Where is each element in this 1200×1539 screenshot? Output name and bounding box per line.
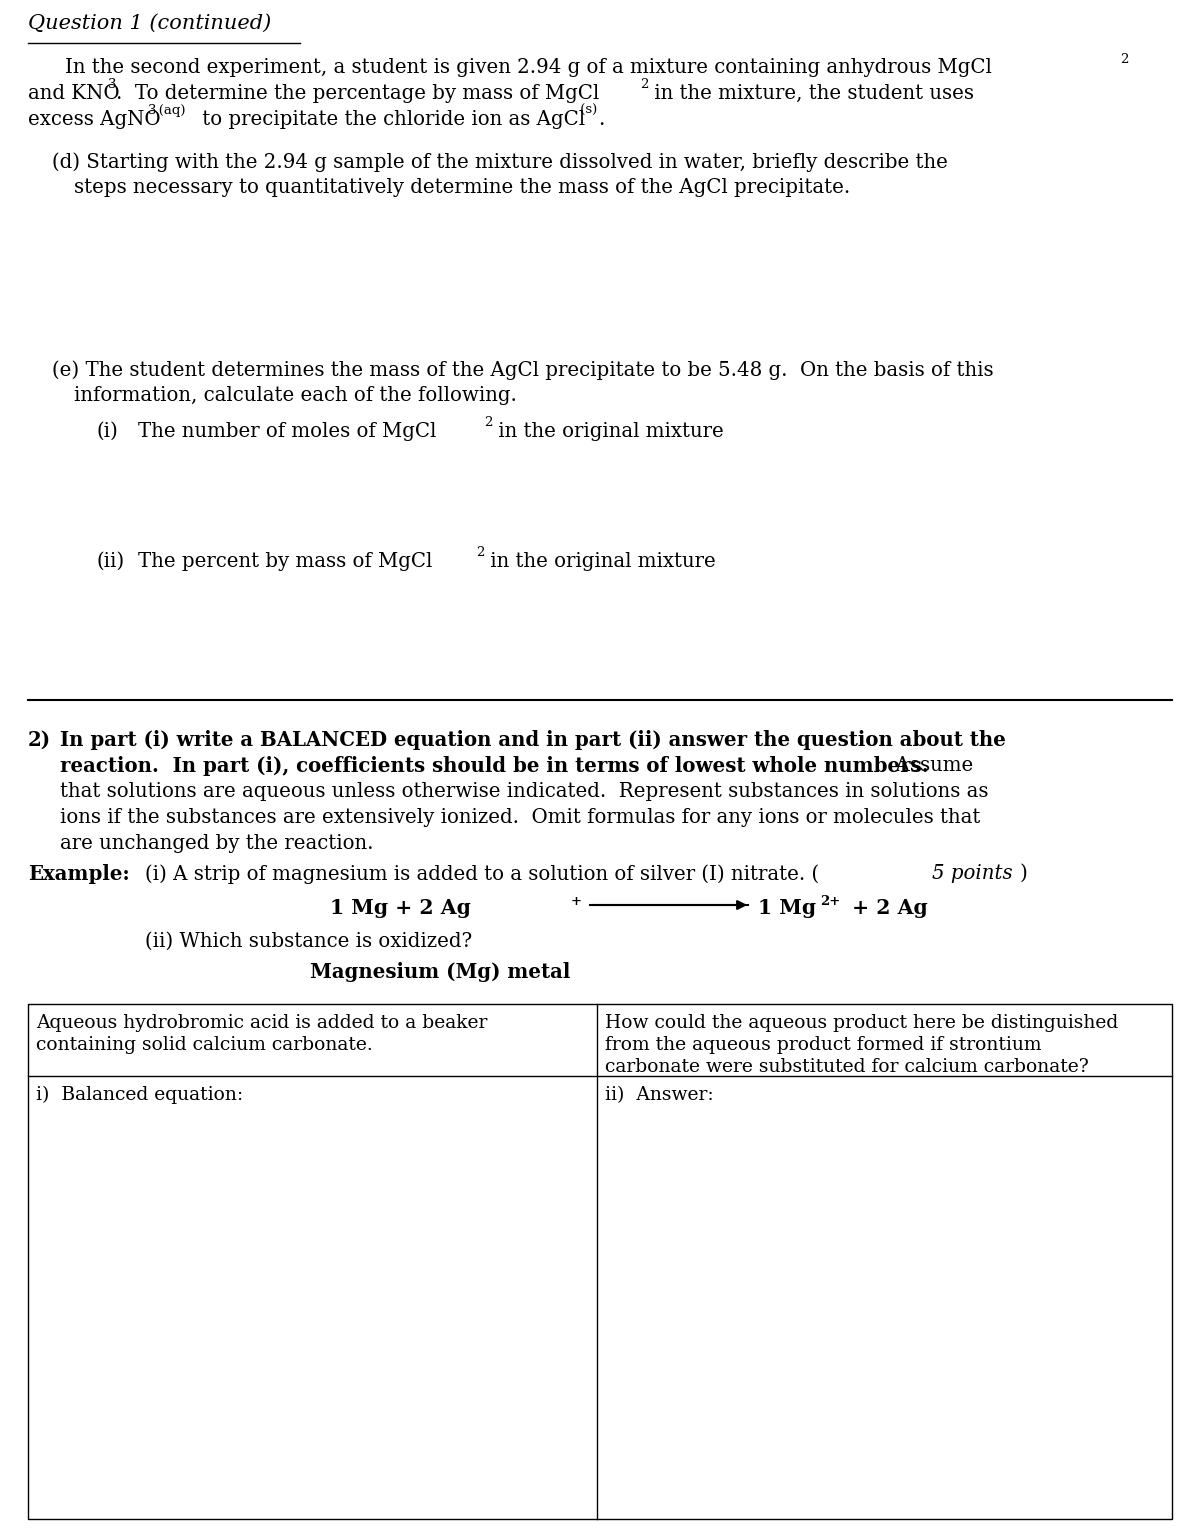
Text: steps necessary to quantitatively determine the mass of the AgCl precipitate.: steps necessary to quantitatively determ… xyxy=(74,179,851,197)
Text: (i): (i) xyxy=(96,422,118,442)
Text: 2+: 2+ xyxy=(820,896,840,908)
Text: (ii) Which substance is oxidized?: (ii) Which substance is oxidized? xyxy=(145,933,472,951)
Text: (s): (s) xyxy=(578,105,598,117)
Text: (ii): (ii) xyxy=(96,553,125,571)
Text: (e) The student determines the mass of the AgCl precipitate to be 5.48 g.  On th: (e) The student determines the mass of t… xyxy=(52,360,994,380)
Text: 2): 2) xyxy=(28,729,52,749)
Text: excess AgNO: excess AgNO xyxy=(28,109,161,129)
Text: from the aqueous product formed if strontium: from the aqueous product formed if stron… xyxy=(605,1036,1042,1054)
Text: 2: 2 xyxy=(640,78,648,91)
Text: Magnesium (Mg) metal: Magnesium (Mg) metal xyxy=(310,962,570,982)
FancyBboxPatch shape xyxy=(28,1003,1172,1519)
Text: in the original mixture: in the original mixture xyxy=(492,422,724,442)
Text: Assume: Assume xyxy=(883,756,973,776)
Text: In the second experiment, a student is given 2.94 g of a mixture containing anhy: In the second experiment, a student is g… xyxy=(65,58,992,77)
Text: 1 Mg: 1 Mg xyxy=(758,897,816,917)
Text: containing solid calcium carbonate.: containing solid calcium carbonate. xyxy=(36,1036,373,1054)
Text: Example:: Example: xyxy=(28,863,130,883)
Text: that solutions are aqueous unless otherwise indicated.  Represent substances in : that solutions are aqueous unless otherw… xyxy=(60,782,989,800)
Text: 2: 2 xyxy=(1120,52,1128,66)
Text: reaction.  In part (i), coefficients should be in terms of lowest whole numbers.: reaction. In part (i), coefficients shou… xyxy=(60,756,929,776)
Text: Question 1 (continued): Question 1 (continued) xyxy=(28,14,271,32)
Text: to precipitate the chloride ion as AgCl: to precipitate the chloride ion as AgCl xyxy=(196,109,586,129)
Text: ions if the substances are extensively ionized.  Omit formulas for any ions or m: ions if the substances are extensively i… xyxy=(60,808,980,826)
Text: carbonate were substituted for calcium carbonate?: carbonate were substituted for calcium c… xyxy=(605,1057,1088,1076)
Text: (i) A strip of magnesium is added to a solution of silver (I) nitrate. (: (i) A strip of magnesium is added to a s… xyxy=(145,863,820,883)
Text: information, calculate each of the following.: information, calculate each of the follo… xyxy=(74,386,517,405)
Text: 1 Mg + 2 Ag: 1 Mg + 2 Ag xyxy=(330,897,470,917)
Text: How could the aqueous product here be distinguished: How could the aqueous product here be di… xyxy=(605,1014,1118,1033)
Text: ): ) xyxy=(1020,863,1028,883)
Text: Aqueous hydrobromic acid is added to a beaker: Aqueous hydrobromic acid is added to a b… xyxy=(36,1014,487,1033)
Text: 2: 2 xyxy=(484,416,492,429)
Text: The percent by mass of MgCl: The percent by mass of MgCl xyxy=(138,553,432,571)
Text: (d) Starting with the 2.94 g sample of the mixture dissolved in water, briefly d: (d) Starting with the 2.94 g sample of t… xyxy=(52,152,948,172)
Text: in the mixture, the student uses: in the mixture, the student uses xyxy=(648,85,974,103)
Text: 3 (aq): 3 (aq) xyxy=(148,105,186,117)
Text: ii)  Answer:: ii) Answer: xyxy=(605,1087,714,1103)
Text: in the original mixture: in the original mixture xyxy=(484,553,715,571)
Text: 5 points: 5 points xyxy=(932,863,1013,883)
Text: and KNO: and KNO xyxy=(28,85,120,103)
Text: 2: 2 xyxy=(476,546,485,559)
Text: The number of moles of MgCl: The number of moles of MgCl xyxy=(138,422,437,442)
Text: +: + xyxy=(571,896,582,908)
Text: are unchanged by the reaction.: are unchanged by the reaction. xyxy=(60,834,373,853)
Text: .: . xyxy=(598,109,605,129)
Text: .  To determine the percentage by mass of MgCl: . To determine the percentage by mass of… xyxy=(116,85,599,103)
Text: 3: 3 xyxy=(108,78,116,91)
Text: i)  Balanced equation:: i) Balanced equation: xyxy=(36,1087,244,1105)
Text: In part (i) write a BALANCED equation and in part (ii) answer the question about: In part (i) write a BALANCED equation an… xyxy=(60,729,1006,749)
Text: + 2 Ag: + 2 Ag xyxy=(845,897,928,917)
